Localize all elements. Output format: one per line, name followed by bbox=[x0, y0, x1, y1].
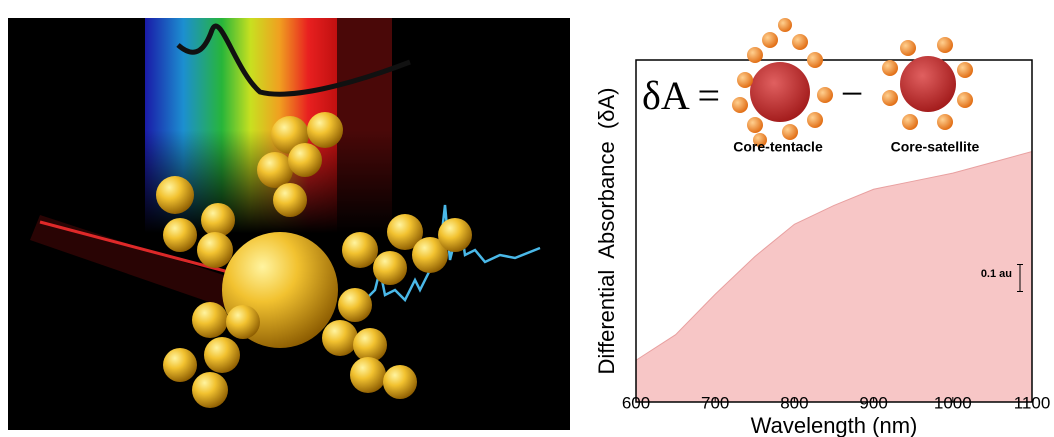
scale-bar-label: 0.1 au bbox=[981, 268, 1012, 280]
x-tick-label: 900 bbox=[859, 393, 887, 412]
minus-sign: − bbox=[841, 71, 864, 116]
illustration bbox=[8, 18, 570, 430]
x-tick-label: 1000 bbox=[934, 393, 972, 412]
x-tick-label: 700 bbox=[701, 393, 729, 412]
inset-label: Core-satellite bbox=[891, 139, 980, 155]
inset-label: Core-tentacle bbox=[733, 139, 823, 155]
inset-core-satellite bbox=[882, 37, 973, 130]
area bbox=[636, 152, 1032, 402]
y-axis-title: Differential Absorbance (δA) bbox=[594, 88, 619, 375]
x-tick-label: 800 bbox=[780, 393, 808, 412]
inset-core-tentacle bbox=[732, 18, 833, 147]
x-axis-title: Wavelength (nm) bbox=[751, 413, 918, 437]
page: 600700800900100011000.1 au δA = − Core-t… bbox=[0, 0, 1054, 437]
figure: 600700800900100011000.1 au δA = − Core-t… bbox=[0, 0, 1054, 437]
equation-label: δA = bbox=[642, 73, 720, 118]
